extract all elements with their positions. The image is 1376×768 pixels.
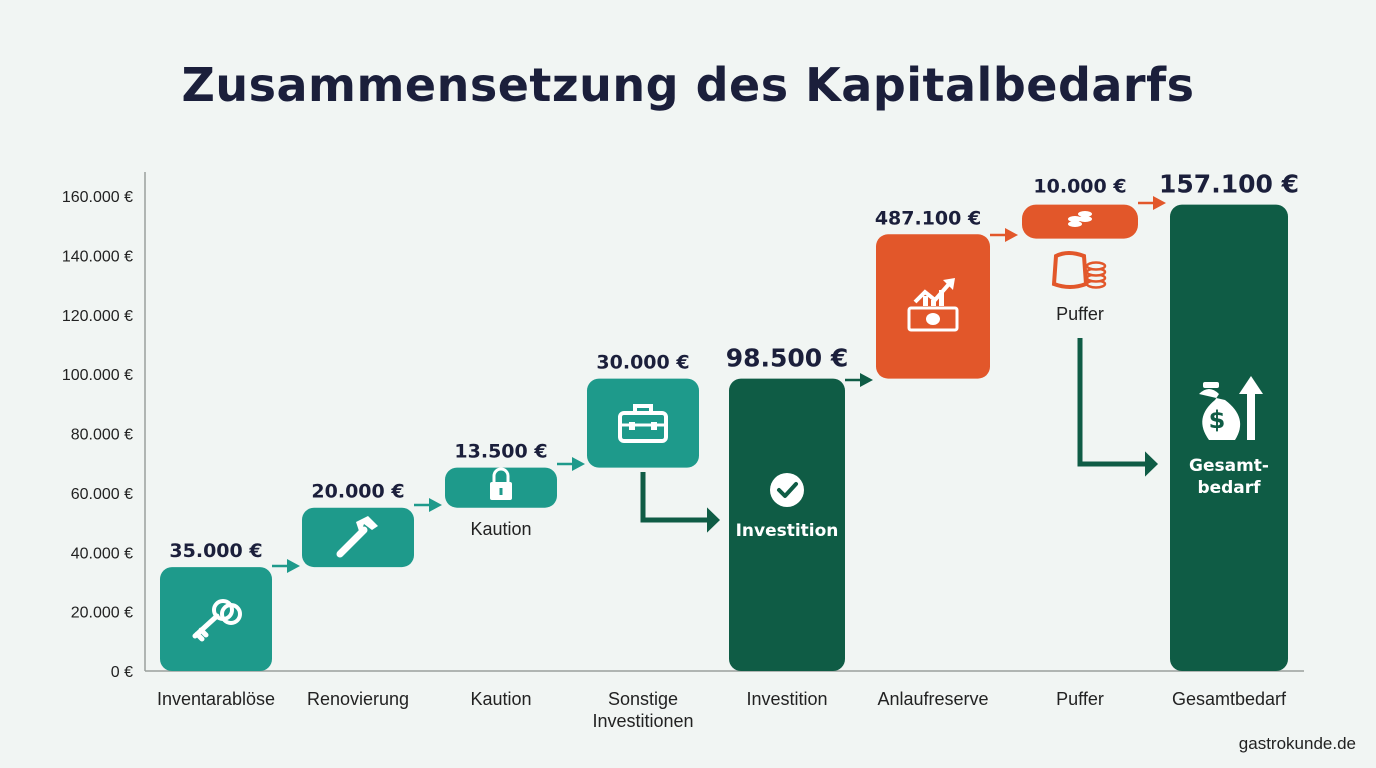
icons-group: $	[192, 211, 1263, 642]
value-label: 98.500 €	[726, 344, 849, 373]
value-label: 13.500 €	[454, 441, 547, 463]
y-tick-label: 80.000 €	[71, 427, 133, 444]
connector-arrow	[1138, 196, 1166, 210]
y-tick-label: 0 €	[111, 664, 133, 681]
bend-arrow-to-investition	[640, 472, 720, 533]
chart-title: Zusammensetzung des Kapitalbedarfs	[181, 58, 1195, 112]
value-label: 35.000 €	[169, 540, 262, 562]
value-label: 487.100 €	[875, 207, 981, 229]
connector-arrow	[990, 228, 1018, 242]
money-bag-growth-icon: $	[1199, 376, 1263, 440]
y-tick-label: 100.000 €	[62, 367, 133, 384]
connector-arrow	[845, 373, 873, 387]
connector-arrow	[557, 457, 585, 471]
x-category-label: Sonstige	[608, 689, 678, 709]
value-label: 30.000 €	[596, 352, 689, 374]
bar-puffer	[1022, 204, 1138, 239]
dollar-sign-icon: $	[1209, 406, 1226, 434]
lock-icon	[490, 467, 512, 500]
check-circle-icon	[770, 473, 804, 507]
bar-inner-label: Investition	[736, 521, 839, 541]
y-tick-label: 160.000 €	[62, 189, 133, 206]
keys-icon	[192, 599, 242, 642]
toolbox-icon	[618, 404, 668, 443]
x-category-label: Gesamtbedarf	[1172, 689, 1287, 709]
x-category-label: Anlaufreserve	[877, 689, 988, 709]
value-label: 157.100 €	[1159, 170, 1299, 199]
bar-side-label: Kaution	[470, 519, 531, 539]
coins-icon	[1068, 211, 1092, 227]
hammer-icon	[336, 516, 378, 558]
bar-side-label: Puffer	[1056, 304, 1104, 324]
x-category-label: Investition	[746, 689, 827, 709]
source-footer: gastrokunde.de	[1238, 734, 1356, 753]
y-tick-label: 20.000 €	[71, 605, 133, 622]
bar-anlaufreserve	[876, 234, 990, 379]
x-category-label: Kaution	[470, 689, 531, 709]
x-category-label: Puffer	[1056, 689, 1104, 709]
money-growth-icon	[907, 278, 959, 332]
connector-arrow	[414, 498, 442, 512]
x-category-label: Renovierung	[307, 689, 409, 709]
y-tick-label: 120.000 €	[62, 308, 133, 325]
bend-arrow-to-gesamtbedarf	[1077, 338, 1158, 477]
pillow-coins-icon	[1051, 251, 1107, 289]
bar-investition	[729, 378, 845, 671]
y-tick-label: 40.000 €	[71, 545, 133, 562]
value-label: 10.000 €	[1033, 176, 1126, 198]
connector-arrow	[272, 559, 300, 573]
x-category-label: Investitionen	[592, 711, 693, 731]
x-category-label: Inventarablöse	[157, 689, 275, 709]
y-tick-label: 60.000 €	[71, 486, 133, 503]
bar-inner-label: bedarf	[1197, 478, 1261, 498]
bar-sonstige-investitionen	[587, 378, 699, 468]
bar-inner-label: Gesamt-	[1189, 456, 1269, 476]
y-tick-label: 140.000 €	[62, 248, 133, 265]
value-label: 20.000 €	[311, 481, 404, 503]
